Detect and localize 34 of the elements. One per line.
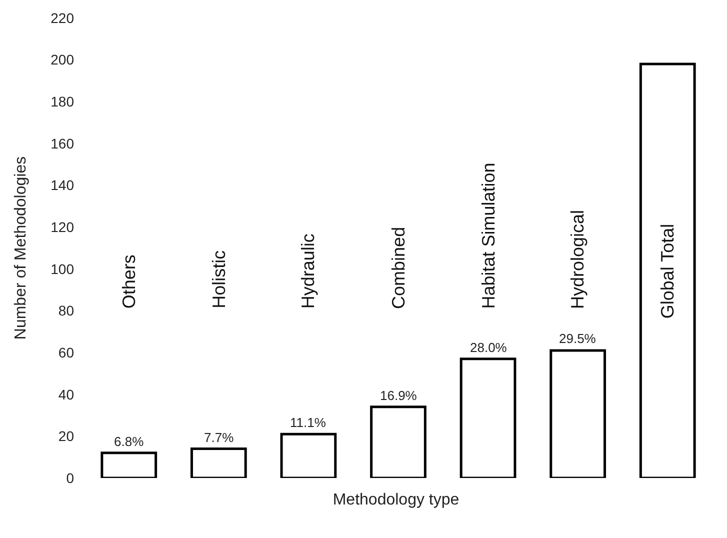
annotation: 11.1% [290,415,326,430]
annotation: 29.5% [559,331,596,346]
annotation: 16.9% [380,388,418,403]
bar [190,447,247,478]
bar [100,452,158,478]
y-tick-label: 40 [58,386,74,402]
annotation: 6.8% [114,434,144,449]
y-tick-label: 0 [66,470,74,486]
x-tick-label: Others [119,254,140,309]
y-tick-label: 60 [58,344,74,360]
y-tick-label: 220 [50,10,74,26]
y-tick-label: 120 [50,218,74,235]
bar [460,358,516,478]
bar [280,432,337,478]
y-tick-label: 200 [50,52,74,68]
x-tick-label: Holistic [208,250,229,308]
y-tick-label: 20 [58,428,74,444]
x-tick-label: Hydraulic [298,234,318,309]
annotation: 28.0% [470,340,508,355]
y-tick-label: 160 [50,135,74,152]
bar [639,62,696,478]
x-tick-label: Habitat Simulation [478,162,498,309]
y-tick-label: 100 [50,260,74,277]
bar [550,349,606,478]
x-tick-label: Hydrological [568,210,588,310]
y-tick-label: 140 [50,177,74,194]
y-tick-label: 180 [50,94,74,110]
annotation: 7.7% [204,430,234,445]
y-axis-title: Number of Methodologies [12,156,30,340]
x-tick-label: Global Total [658,224,678,319]
bar [370,406,426,478]
x-axis-title: Methodology type [332,492,460,509]
x-tick-label: Combined [388,226,409,309]
y-tick-label: 80 [58,302,74,319]
